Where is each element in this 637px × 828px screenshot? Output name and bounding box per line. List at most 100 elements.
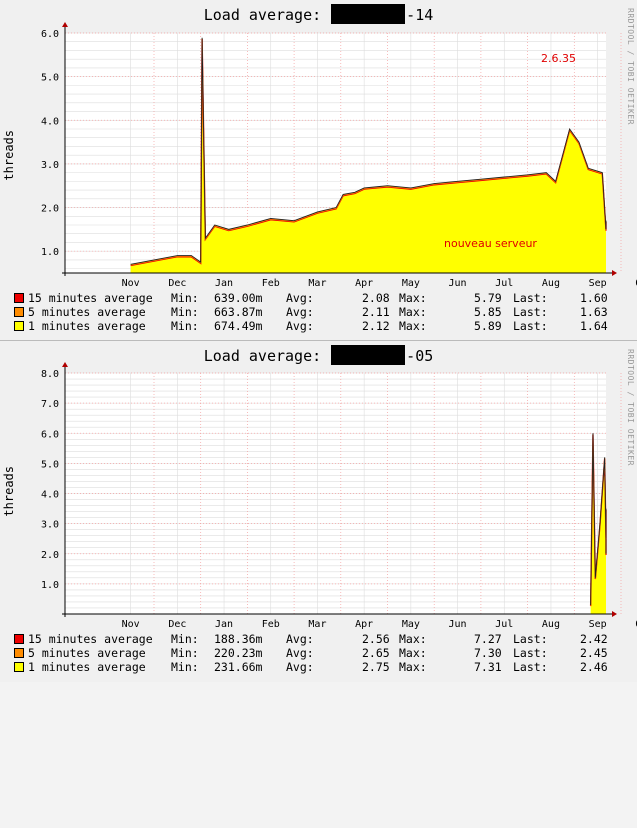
y-tick-label: 5.0	[41, 459, 59, 470]
x-tick-label: Apr	[355, 619, 373, 630]
legend-max-value: 7.27	[474, 632, 502, 646]
x-tick-label: May	[402, 619, 420, 630]
x-tick-label: Dec	[168, 619, 186, 630]
legend-swatch	[14, 293, 24, 303]
y-tick-label: 2.0	[41, 204, 59, 215]
x-tick-label: Aug	[542, 619, 560, 630]
legend-last-value: 2.45	[580, 646, 608, 660]
x-tick-label: Jan	[215, 619, 233, 630]
legend-min-label: Min:	[171, 305, 199, 319]
legend-min-label: Min:	[171, 646, 199, 660]
legend-row: 5 minutes average Min: 663.87m Avg: 2.11…	[14, 305, 608, 319]
y-tick-label: 2.0	[41, 550, 59, 561]
y-tick-label: 7.0	[41, 399, 59, 410]
y-axis-arrow	[62, 22, 68, 27]
redacted-hostname	[331, 4, 406, 24]
x-tick-label: Sep	[589, 278, 607, 289]
chart-legend: 15 minutes average Min: 188.36m Avg: 2.5…	[14, 632, 608, 674]
chart-title: Load average: -05	[0, 345, 637, 365]
legend-row: 15 minutes average Min: 639.00m Avg: 2.0…	[14, 291, 608, 305]
legend-swatch	[14, 648, 24, 658]
legend-max-label: Max:	[399, 632, 427, 646]
legend-label: 5 minutes average	[28, 646, 146, 660]
x-tick-label: Sep	[589, 619, 607, 630]
y-tick-label: 4.0	[41, 490, 59, 501]
legend-label: 1 minutes average	[28, 660, 146, 674]
rrdtool-watermark: RRDTOOL / TOBI OETIKER	[626, 8, 635, 125]
x-tick-label: Jan	[215, 278, 233, 289]
legend-last-label: Last:	[513, 646, 548, 660]
x-tick-label: May	[402, 278, 420, 289]
legend-avg-label: Avg:	[286, 660, 314, 674]
x-tick-label: Nov	[122, 619, 140, 630]
legend-avg-value: 2.65	[362, 646, 390, 660]
x-axis-arrow	[612, 611, 617, 617]
y-axis-arrow	[62, 362, 68, 367]
legend-row: 5 minutes average Min: 220.23m Avg: 2.65…	[14, 646, 608, 660]
legend-max-label: Max:	[399, 660, 427, 674]
legend-swatch	[14, 307, 24, 317]
series-line-1min	[130, 37, 607, 265]
x-tick-label: Feb	[262, 278, 280, 289]
x-axis-arrow	[612, 270, 617, 276]
legend-min-label: Min:	[171, 319, 199, 333]
load-chart-plot: 1.0 2.0 3.0 4.0 5.0 6.0 7.0 8.0 Nov Dec Jan Feb Mar A…	[41, 362, 637, 630]
legend-min-value: 663.87m	[214, 305, 263, 319]
legend-last-label: Last:	[513, 660, 548, 674]
legend-avg-label: Avg:	[286, 319, 314, 333]
legend-swatch	[14, 321, 24, 331]
legend-last-label: Last:	[513, 305, 548, 319]
y-tick-label: 3.0	[41, 520, 59, 531]
legend-last-label: Last:	[513, 291, 548, 305]
y-tick-label: 1.0	[41, 247, 59, 258]
legend-swatch	[14, 662, 24, 672]
annotation-event: nouveau serveur	[444, 237, 537, 250]
legend-max-value: 7.30	[474, 646, 502, 660]
x-tick-label: Dec	[168, 278, 186, 289]
legend-max-label: Max:	[399, 291, 427, 305]
legend-label: 1 minutes average	[28, 319, 146, 333]
x-tick-label: Oct	[635, 619, 637, 630]
legend-min-value: 639.00m	[214, 291, 263, 305]
legend-label: 15 minutes average	[28, 291, 153, 305]
y-tick-label: 3.0	[41, 160, 59, 171]
legend-row: 1 minutes average Min: 674.49m Avg: 2.12…	[14, 319, 608, 333]
load-chart-plot: 1.0 2.0 3.0 4.0 5.0 6.0 Nov Dec Jan Feb Mar Apr May J…	[41, 22, 637, 289]
x-tick-label: Apr	[355, 278, 373, 289]
legend-label: 15 minutes average	[28, 632, 153, 646]
y-tick-label: 6.0	[41, 29, 59, 40]
legend-min-label: Min:	[171, 632, 199, 646]
legend-avg-label: Avg:	[286, 291, 314, 305]
legend-last-label: Last:	[513, 319, 548, 333]
legend-avg-label: Avg:	[286, 632, 314, 646]
legend-avg-label: Avg:	[286, 646, 314, 660]
series-area-1min	[130, 37, 606, 273]
legend-row: 15 minutes average Min: 188.36m Avg: 2.5…	[14, 632, 608, 646]
legend-avg-value: 2.08	[362, 291, 390, 305]
series-line-1min	[590, 433, 607, 605]
legend-max-value: 5.89	[474, 319, 502, 333]
legend-avg-label: Avg:	[286, 305, 314, 319]
x-tick-label: Jul	[495, 278, 513, 289]
legend-last-value: 1.60	[580, 291, 608, 305]
x-tick-label: Nov	[122, 278, 140, 289]
annotation-version: 2.6.35	[541, 52, 576, 65]
legend-last-value: 2.42	[580, 632, 608, 646]
y-tick-label: 6.0	[41, 429, 59, 440]
y-tick-label: 4.0	[41, 116, 59, 127]
x-tick-label: Aug	[542, 278, 560, 289]
chart-title-prefix: Load average:	[203, 347, 322, 365]
legend-swatch	[14, 634, 24, 644]
legend-max-value: 7.31	[474, 660, 502, 674]
chart-legend: 15 minutes average Min: 639.00m Avg: 2.0…	[14, 291, 608, 333]
legend-min-value: 231.66m	[214, 660, 263, 674]
legend-avg-value: 2.11	[362, 305, 390, 319]
legend-max-label: Max:	[399, 319, 427, 333]
legend-avg-value: 2.12	[362, 319, 390, 333]
legend-row: 1 minutes average Min: 231.66m Avg: 2.75…	[14, 660, 608, 674]
x-tick-label: Feb	[262, 619, 280, 630]
legend-min-value: 220.23m	[214, 646, 263, 660]
chart-title: Load average: -14	[0, 4, 637, 24]
y-tick-label: 8.0	[41, 369, 59, 380]
legend-last-label: Last:	[513, 632, 548, 646]
